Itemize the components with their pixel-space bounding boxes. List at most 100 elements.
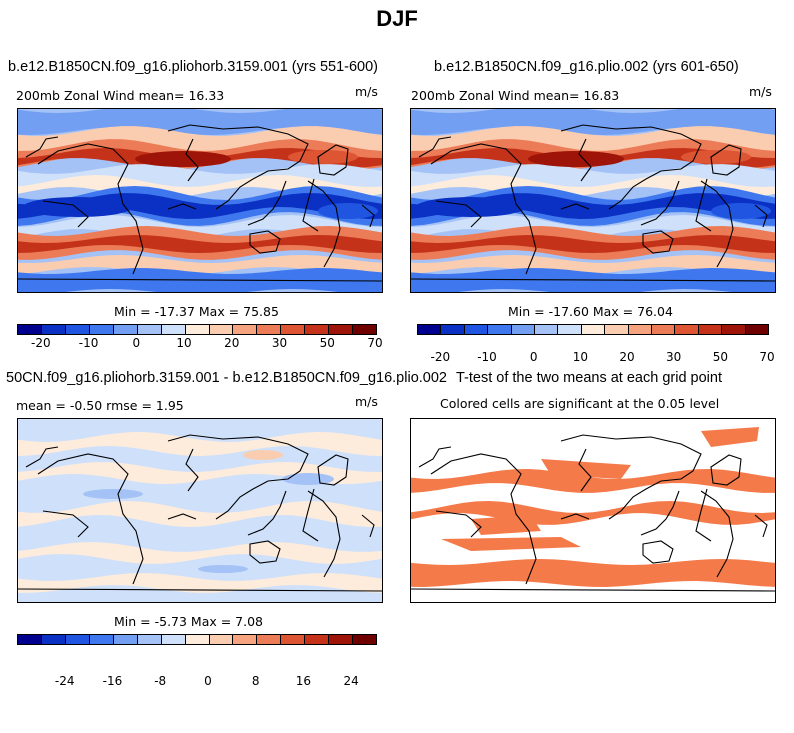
significant-region xyxy=(441,537,581,551)
colorbar-tick-label: -10 xyxy=(477,350,497,364)
diff-blob xyxy=(243,450,283,460)
wind-band xyxy=(18,126,382,154)
coastline xyxy=(249,540,281,564)
coastline xyxy=(37,453,144,585)
colorbar-tick-label: -24 xyxy=(54,674,75,688)
colorbar-swatch xyxy=(581,325,606,334)
wind-band xyxy=(18,175,382,199)
coastline xyxy=(700,180,734,268)
significant-region xyxy=(411,501,775,525)
wind-band xyxy=(411,109,775,135)
coastline xyxy=(695,488,712,542)
panel1-wind-field xyxy=(18,109,382,292)
panel2-map xyxy=(410,108,776,293)
panel4-title: T-test of the two means at each grid poi… xyxy=(456,370,722,386)
coastline xyxy=(215,480,269,520)
colorbar-tick-label: 30 xyxy=(271,336,288,350)
coastline xyxy=(754,514,768,538)
colorbar-swatch xyxy=(65,325,90,334)
panel2-title: b.e12.B1850CN.f09_g16.plio.002 (yrs 601-… xyxy=(434,59,739,75)
coastline xyxy=(418,446,452,468)
colorbar-swatch xyxy=(329,325,354,334)
colorbar-tick-label: -10 xyxy=(78,336,99,350)
coastline xyxy=(18,278,382,282)
panel2-wind-field xyxy=(411,109,775,292)
colorbar-swatch xyxy=(745,325,769,334)
panel2-min-max: Min = -17.60 Max = 76.04 xyxy=(508,304,673,319)
panel3-stats: mean = -0.50 rmse = 1.95 xyxy=(16,398,184,413)
easterly-core xyxy=(23,197,133,217)
colorbar-swatch xyxy=(185,635,210,644)
colorbar-swatch xyxy=(441,325,465,334)
coastline xyxy=(710,144,742,176)
colorbar-swatch xyxy=(281,635,306,644)
panel4-subtitle: Colored cells are significant at the 0.0… xyxy=(440,396,720,411)
significant-region xyxy=(541,459,631,479)
colorbar-swatch xyxy=(113,635,138,644)
colorbar-tick-label: 70 xyxy=(759,350,775,364)
coastline xyxy=(608,170,662,210)
easterly-core xyxy=(318,203,378,219)
colorbar-tick-label: 20 xyxy=(619,350,635,364)
colorbar-swatch xyxy=(511,325,536,334)
wind-band xyxy=(18,235,382,253)
panel2-stats: 200mb Zonal Wind mean= 16.83 xyxy=(411,88,620,103)
colorbar-swatch xyxy=(535,325,559,334)
panel1-map xyxy=(17,108,383,293)
coastline xyxy=(754,204,768,228)
colorbar-swatch xyxy=(137,325,162,334)
panel3-difference-field xyxy=(18,419,382,602)
wind-band xyxy=(18,148,382,168)
colorbar-tick-label: 16 xyxy=(295,674,312,688)
wind-band xyxy=(411,148,775,168)
diff-band xyxy=(18,573,382,593)
colorbar-swatch xyxy=(161,635,186,644)
colorbar-tick-label: 20 xyxy=(224,336,240,350)
colorbar-swatch xyxy=(329,635,354,644)
colorbar-swatch xyxy=(418,325,442,334)
colorbar-swatch xyxy=(605,325,629,334)
panel4-significance-field xyxy=(411,419,775,602)
coastline xyxy=(18,588,382,592)
colorbar-swatch xyxy=(41,325,66,334)
wind-band xyxy=(411,215,775,241)
colorbar-swatch xyxy=(233,635,258,644)
coastline xyxy=(361,514,375,538)
colorbar-swatch xyxy=(233,325,258,334)
colorbar-tick-label: 10 xyxy=(176,336,192,350)
coastline xyxy=(25,136,59,158)
coastline xyxy=(560,434,702,482)
wind-band xyxy=(18,215,382,241)
significant-region xyxy=(411,469,775,493)
colorbar-tick-label: 0 xyxy=(204,674,212,688)
diff-band xyxy=(18,432,382,456)
colorbar-swatch xyxy=(652,325,676,334)
coastline xyxy=(215,170,269,210)
jet-core xyxy=(135,151,231,167)
colorbar-tick-label: -8 xyxy=(154,674,167,688)
coastline xyxy=(42,510,89,538)
coastline xyxy=(430,143,537,275)
panel2-colorbar xyxy=(417,324,769,335)
significant-region xyxy=(701,427,759,447)
panel1-colorbar xyxy=(17,324,377,335)
coastline xyxy=(642,540,674,564)
colorbar-swatch xyxy=(209,325,234,334)
panel3-colorbar xyxy=(17,634,377,645)
jet-core xyxy=(528,151,624,167)
wind-band xyxy=(411,164,775,190)
colorbar-tick-label: -16 xyxy=(102,674,123,688)
panel2-colorbar-ticks: -20 -10 0 10 20 30 50 70 xyxy=(417,350,775,364)
colorbar-swatch xyxy=(209,635,234,644)
coastline xyxy=(608,480,662,520)
coastline xyxy=(167,434,309,482)
easterly-core xyxy=(711,203,771,219)
coastline xyxy=(411,588,775,592)
colorbar-tick-label: 0 xyxy=(132,336,141,350)
colorbar-swatch xyxy=(161,325,186,334)
figure-title: DJF xyxy=(376,6,418,31)
colorbar-swatch xyxy=(113,325,138,334)
coastline xyxy=(710,454,742,486)
panel3-colorbar-ticks: -24 -16 -8 0 8 16 24 xyxy=(17,674,375,688)
panel1-units: m/s xyxy=(355,84,378,99)
